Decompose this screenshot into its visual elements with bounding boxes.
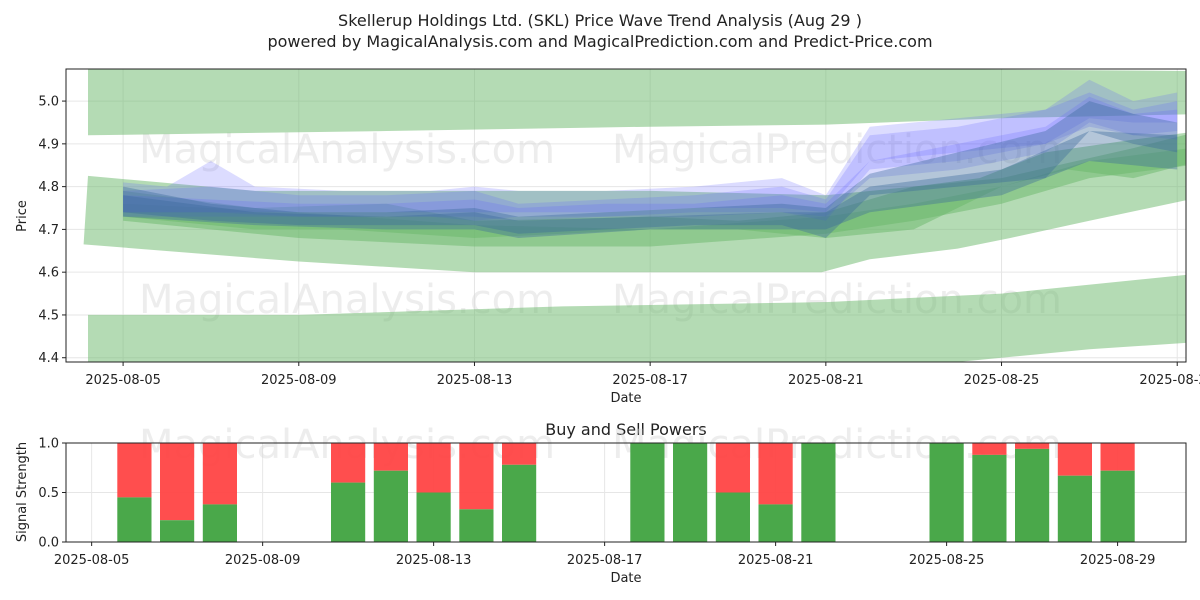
sell-power-bar <box>1057 443 1092 476</box>
signal-x-tick-label: 2025-08-21 <box>738 553 814 568</box>
blue-wave-band <box>123 79 1178 213</box>
chart-subtitle: powered by MagicalAnalysis.com and Magic… <box>267 32 932 51</box>
price-x-tick-label: 2025-08-13 <box>437 373 513 388</box>
green-wave-band <box>88 274 1186 362</box>
signal-x-tick-label: 2025-08-29 <box>1080 553 1156 568</box>
price-y-tick-label: 4.9 <box>38 137 59 152</box>
buy-power-bar <box>416 492 451 542</box>
signal-x-tick-label: 2025-08-25 <box>909 553 985 568</box>
sell-power-bar <box>972 443 1007 455</box>
buy-sell-panel: Buy and Sell Powers MagicalAnalysis.com … <box>15 420 1187 586</box>
buy-power-bar <box>373 470 408 542</box>
signal-y-tick-label: 0.0 <box>38 536 59 551</box>
signal-bars <box>117 443 1135 542</box>
price-x-tick-label: 2025-08-25 <box>964 373 1040 388</box>
sell-power-bar <box>416 443 451 493</box>
signal-x-tick-label: 2025-08-05 <box>54 553 130 568</box>
signal-x-tick-label: 2025-08-17 <box>567 553 643 568</box>
sell-power-bar <box>1100 443 1135 471</box>
buy-power-bar <box>715 492 750 542</box>
price-x-tick-label: 2025-08-09 <box>261 373 337 388</box>
price-wave-panel: MagicalAnalysis.com MagicalPrediction.co… <box>15 68 1200 406</box>
buy-power-bar <box>459 509 494 542</box>
price-x-label: Date <box>610 391 641 406</box>
price-x-tick-label: 2025-08-05 <box>85 373 161 388</box>
price-y-label: Price <box>15 200 30 232</box>
price-bands <box>83 69 1186 362</box>
watermark: MagicalAnalysis.com <box>139 127 555 173</box>
signal-x-ticks: 2025-08-05 2025-08-09 2025-08-13 2025-08-17… <box>54 542 1156 568</box>
signal-x-tick-label: 2025-08-13 <box>396 553 472 568</box>
sell-power-bar <box>202 443 237 505</box>
buy-power-bar <box>331 482 366 542</box>
price-x-tick-label: 2025-08-29 <box>1139 373 1200 388</box>
sell-power-bar <box>502 443 537 465</box>
watermark: MagicalPrediction.com <box>612 127 1062 173</box>
signal-y-ticks: 0.0 0.5 1.0 <box>38 437 66 551</box>
price-y-ticks: 4.4 4.5 4.6 4.7 4.8 4.9 5.0 <box>38 95 66 366</box>
price-y-tick-label: 4.4 <box>38 351 59 366</box>
signal-x-label: Date <box>610 571 641 586</box>
sell-power-bar <box>1015 443 1050 449</box>
sell-power-bar <box>715 443 750 493</box>
chart-title: Skellerup Holdings Ltd. (SKL) Price Wave… <box>338 11 862 30</box>
signal-x-tick-label: 2025-08-09 <box>225 553 301 568</box>
sell-power-bar <box>117 443 152 498</box>
price-x-tick-label: 2025-08-17 <box>612 373 688 388</box>
forecast-wave-band <box>123 101 1178 238</box>
signal-y-label: Signal Strength <box>15 442 30 542</box>
price-plot-frame <box>65 68 1187 363</box>
buy-power-bar <box>1100 470 1135 542</box>
sell-power-bar <box>331 443 366 483</box>
signal-y-tick-label: 0.5 <box>38 486 59 501</box>
signal-y-tick-label: 1.0 <box>38 437 59 452</box>
buy-power-bar <box>929 443 964 542</box>
price-y-tick-label: 5.0 <box>38 95 59 110</box>
buy-power-bar <box>630 443 665 542</box>
buy-sell-title: Buy and Sell Powers <box>545 420 707 439</box>
buy-power-bar <box>801 443 836 542</box>
buy-power-bar <box>160 520 195 542</box>
price-x-ticks: 2025-08-05 2025-08-09 2025-08-13 2025-08-17… <box>85 362 1200 388</box>
buy-power-bar <box>202 504 237 542</box>
buy-power-bar <box>673 443 708 542</box>
green-wave-band <box>123 148 1186 247</box>
green-wave-band <box>88 69 1186 136</box>
price-x-tick-label: 2025-08-21 <box>788 373 864 388</box>
buy-power-bar <box>758 504 793 542</box>
sell-power-bar <box>160 443 195 521</box>
sell-power-bar <box>459 443 494 510</box>
price-y-tick-label: 4.5 <box>38 308 59 323</box>
blue-wave-band <box>123 96 1178 221</box>
price-y-tick-label: 4.7 <box>38 223 59 238</box>
forecast-wave-band <box>123 131 1178 238</box>
buy-power-bar <box>502 464 537 542</box>
price-y-tick-label: 4.8 <box>38 180 59 195</box>
price-y-tick-label: 4.6 <box>38 266 59 281</box>
buy-power-bar <box>972 454 1007 542</box>
sell-power-bar <box>373 443 408 471</box>
sell-power-bar <box>758 443 793 505</box>
blue-wave-band <box>123 92 1178 221</box>
buy-power-bar <box>117 497 152 542</box>
buy-power-bar <box>1057 475 1092 542</box>
buy-power-bar <box>1015 448 1050 542</box>
